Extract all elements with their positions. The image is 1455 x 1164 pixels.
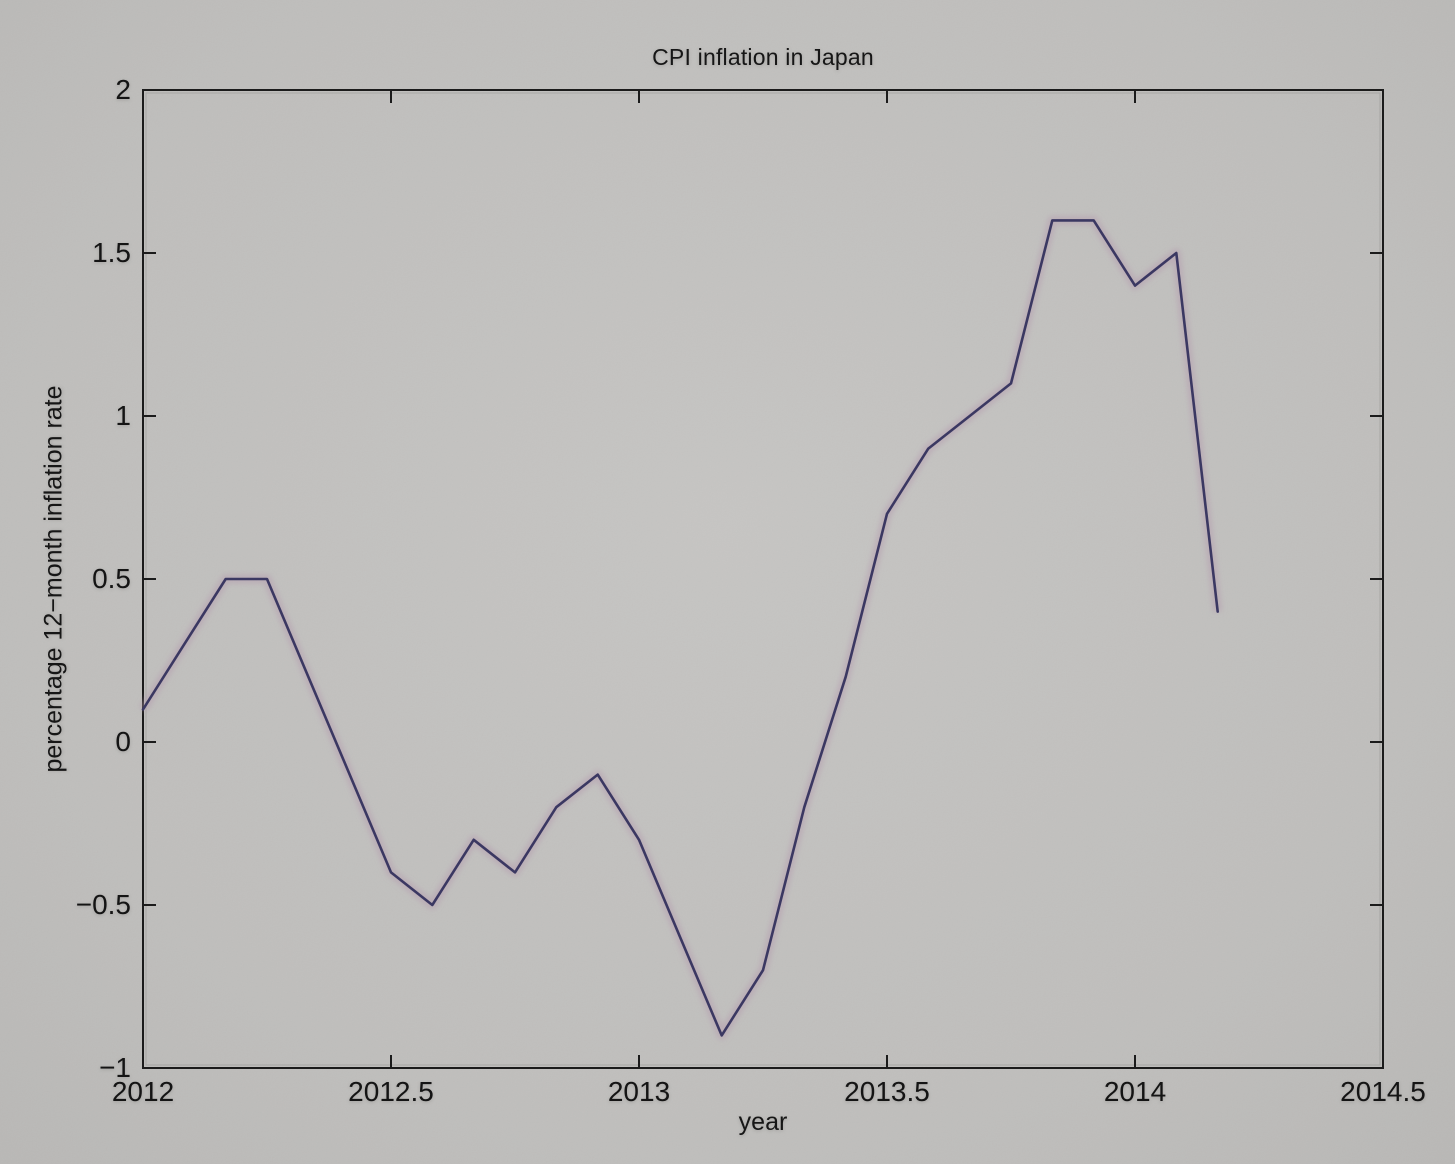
data-line — [141, 219, 1219, 1037]
chart-title: CPI inflation in Japan — [652, 44, 874, 70]
x-tick-label: 2013.5 — [844, 1076, 930, 1107]
tick-marks — [142, 89, 1384, 1069]
x-axis-label: year — [738, 1108, 788, 1136]
x-tick-label: 2014.5 — [1340, 1076, 1426, 1107]
y-axis-label: percentage 12−month inflation rate — [39, 385, 68, 773]
x-tick-label: 2013 — [607, 1076, 671, 1107]
x-tick-label: 2012 — [111, 1076, 175, 1107]
y-tick-label: 1.5 — [92, 237, 131, 268]
y-tick-label: 2 — [115, 74, 131, 105]
y-tick-label: −1 — [99, 1052, 131, 1083]
y-tick-label: 0 — [115, 726, 131, 757]
y-tick-label: 1 — [115, 400, 131, 431]
y-tick-label: −0.5 — [75, 889, 131, 920]
y-tick-label: 0.5 — [92, 563, 131, 594]
x-tick-label: 2012.5 — [348, 1076, 434, 1107]
x-tick-label: 2014 — [1103, 1076, 1167, 1107]
